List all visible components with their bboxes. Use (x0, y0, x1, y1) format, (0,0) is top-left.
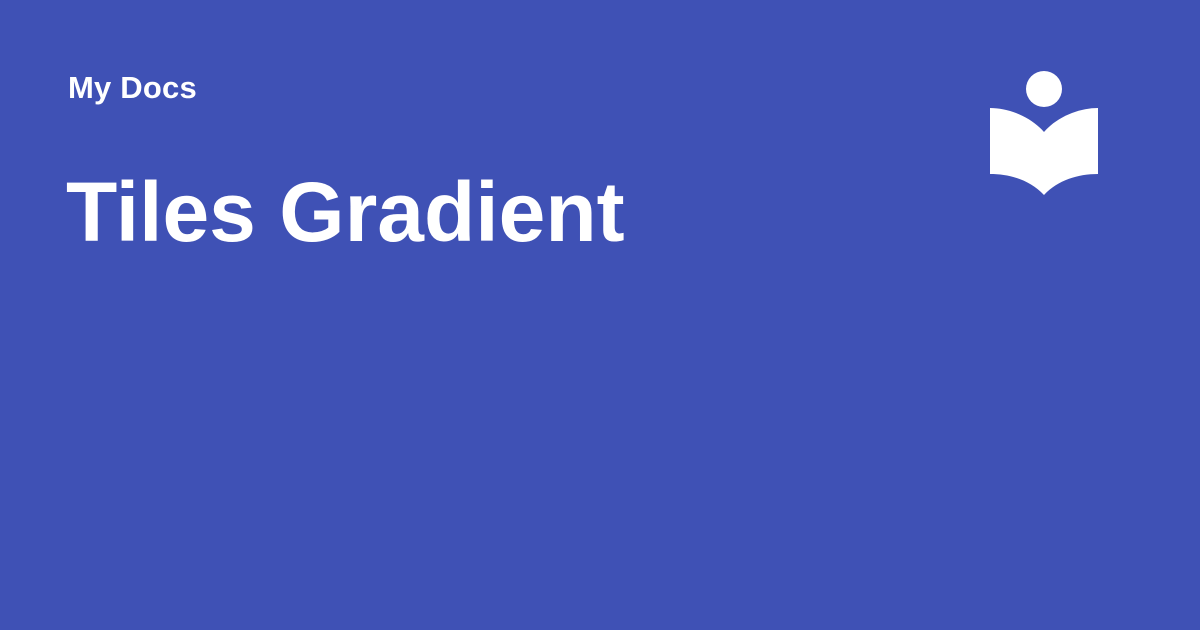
page-title: Tiles Gradient (66, 165, 625, 259)
reader-book-icon (988, 70, 1100, 198)
site-name: My Docs (68, 70, 197, 105)
